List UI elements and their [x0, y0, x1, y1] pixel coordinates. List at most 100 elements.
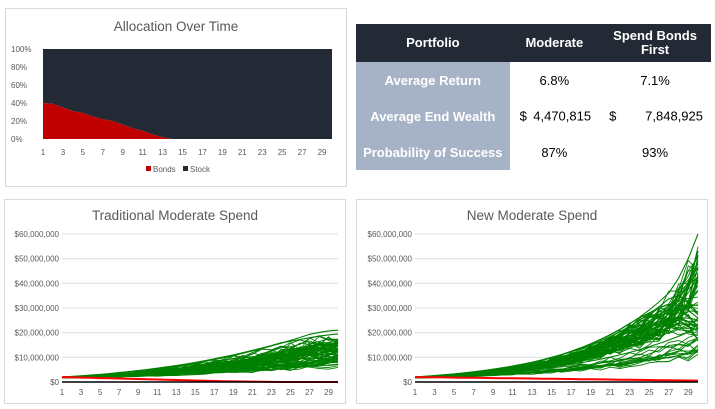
x-tick-label: 5: [98, 388, 103, 397]
y-tick-label: $60,000,000: [368, 230, 413, 239]
new-chart-title: New Moderate Spend: [466, 208, 598, 223]
cell-bonds-first-return: 7.1%: [640, 72, 670, 88]
x-tick-label: 25: [278, 148, 287, 157]
x-tick-label: 7: [117, 388, 122, 397]
x-tick-label: 23: [267, 388, 276, 397]
header-moderate: Moderate: [509, 24, 600, 62]
x-tick-label: 11: [138, 148, 147, 157]
new-chart: $0 $10,000,000 $20,000,000 $30,000,000 $40,0…: [368, 230, 699, 397]
cell-bonds-first-wealth: $ 7,848,925: [599, 98, 711, 134]
traditional-chart-title: Traditional Moderate Spend: [91, 208, 259, 223]
x-tick-label: 1: [413, 388, 418, 397]
x-tick-label: 9: [491, 388, 496, 397]
bonds-first-wealth-amount: 7,848,925: [645, 108, 703, 124]
x-tick-label: 9: [120, 148, 125, 157]
y-tick-label: $0: [50, 378, 59, 387]
x-tick-label: 13: [172, 388, 181, 397]
table-header-row: Portfolio Moderate Spend Bonds First: [356, 24, 711, 62]
y-tick-label: 40%: [11, 99, 27, 108]
cell-moderate-wealth: $ 4,470,815: [510, 98, 600, 134]
legend-label-bonds: Bonds: [153, 165, 176, 174]
y-tick-label: $20,000,000: [368, 329, 413, 338]
x-tick-label: 23: [258, 148, 267, 157]
series-line: [414, 303, 699, 378]
x-tick-label: 29: [684, 388, 693, 397]
x-tick-label: 25: [286, 388, 295, 397]
floor-line: [414, 376, 699, 382]
x-tick-label: 19: [586, 388, 595, 397]
x-tick-label: 7: [471, 388, 476, 397]
new-chart-panel: New Moderate Spend $0 $10,000,000 $20,000,…: [356, 199, 708, 404]
x-tick-label: 1: [41, 148, 46, 157]
y-tick-label: 0%: [11, 135, 23, 144]
legend-swatch-stock: [183, 166, 188, 171]
x-tick-label: 19: [229, 388, 238, 397]
bonds-area: [43, 103, 332, 139]
y-tick-label: $0: [403, 378, 412, 387]
row-label-probability-success: Probability of Success: [356, 134, 510, 170]
allocation-chart-title: Allocation Over Time: [113, 19, 239, 34]
x-tick-label: 3: [61, 148, 66, 157]
y-tick-label: 80%: [11, 63, 27, 72]
y-tick-label: 20%: [11, 117, 27, 126]
legend-swatch-bonds: [146, 166, 151, 171]
traditional-chart-panel: Traditional Moderate Spend $0 $10,000,000…: [4, 199, 346, 404]
y-tick-label: $40,000,000: [15, 279, 60, 288]
x-tick-label: 15: [191, 388, 200, 397]
stock-area: [43, 49, 332, 139]
summary-table: Portfolio Moderate Spend Bonds First Ave…: [356, 24, 711, 170]
x-tick-label: 9: [136, 388, 141, 397]
simulation-paths: [414, 246, 699, 379]
x-tick-label: 23: [625, 388, 634, 397]
series-line: [414, 251, 699, 378]
y-tick-label: $60,000,000: [15, 230, 60, 239]
cell-moderate-return: 6.8%: [539, 72, 570, 88]
x-tick-label: 25: [645, 388, 654, 397]
header-portfolio: Portfolio: [356, 24, 510, 62]
y-tick-label: $10,000,000: [15, 353, 60, 362]
x-tick-label: 3: [79, 388, 84, 397]
series-line: [414, 327, 699, 378]
x-tick-label: 27: [664, 388, 673, 397]
legend-label-stock: Stock: [190, 165, 211, 174]
simulation-path: [414, 316, 699, 378]
table-row: Average Return 6.8% 7.1%: [356, 62, 711, 98]
series-line: [61, 345, 339, 378]
y-tick-label: $30,000,000: [368, 304, 413, 313]
simulation-path: [414, 316, 699, 378]
x-tick-label: 13: [158, 148, 167, 157]
x-tick-label: 21: [238, 148, 247, 157]
y-tick-label: $50,000,000: [368, 255, 413, 264]
row-label-average-return: Average Return: [356, 62, 510, 98]
table-row: Average End Wealth $ 4,470,815 $ 7,848,9…: [356, 98, 711, 134]
x-tick-label: 27: [298, 148, 307, 157]
x-tick-label: 29: [318, 148, 327, 157]
y-tick-label: 100%: [11, 45, 31, 54]
y-tick-label: $10,000,000: [368, 353, 413, 362]
x-tick-label: 11: [508, 388, 517, 397]
x-tick-label: 15: [547, 388, 556, 397]
moderate-wealth-amount: 4,470,815: [533, 108, 592, 124]
x-tick-label: 17: [198, 148, 207, 157]
x-tick-label: 15: [178, 148, 187, 157]
allocation-chart: 0%20%40%60%80%100%1 3 5 7 9 11 13 15 17 19 21 23 25 2…: [11, 45, 332, 174]
x-tick-label: 27: [305, 388, 314, 397]
header-bonds-first: Spend Bonds First: [599, 24, 711, 62]
x-tick-label: 29: [324, 388, 333, 397]
series-line: [414, 351, 699, 378]
x-tick-label: 21: [248, 388, 257, 397]
series-line: [61, 363, 339, 378]
x-tick-label: 5: [452, 388, 457, 397]
y-tick-label: $40,000,000: [368, 279, 413, 288]
x-tick-label: 3: [432, 388, 437, 397]
y-tick-label: $20,000,000: [15, 329, 60, 338]
x-tick-label: 5: [81, 148, 86, 157]
y-tick-label: $30,000,000: [15, 304, 60, 313]
x-tick-label: 17: [210, 388, 219, 397]
table-row: Probability of Success 87% 93%: [356, 134, 711, 170]
x-tick-label: 13: [528, 388, 537, 397]
x-tick-label: 1: [60, 388, 65, 397]
allocation-chart-panel: Allocation Over Time 0% 20% 40% 60% 80% 100% 1…: [5, 8, 347, 187]
currency-symbol: $: [519, 108, 527, 124]
x-tick-label: 17: [567, 388, 576, 397]
